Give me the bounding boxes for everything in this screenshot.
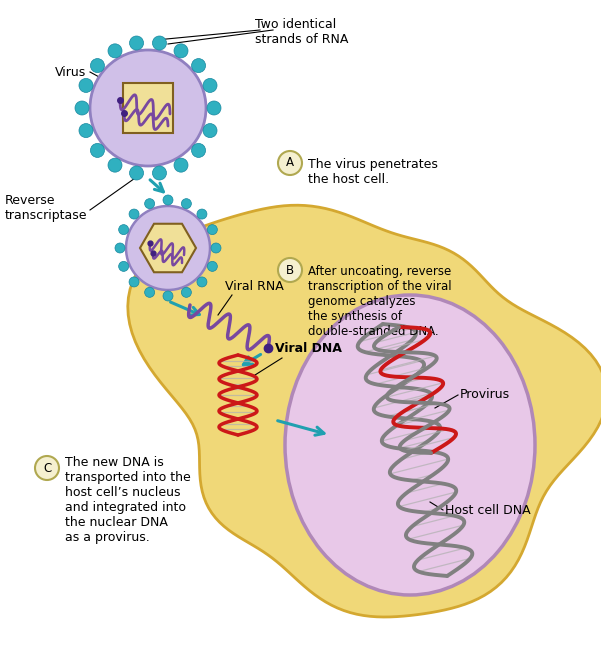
Circle shape xyxy=(174,158,188,172)
Circle shape xyxy=(130,36,144,50)
Circle shape xyxy=(163,291,173,301)
Circle shape xyxy=(129,209,139,219)
Circle shape xyxy=(90,144,105,157)
Circle shape xyxy=(182,199,191,209)
Circle shape xyxy=(145,287,154,297)
Circle shape xyxy=(182,287,191,297)
Circle shape xyxy=(108,158,122,172)
Text: Viral DNA: Viral DNA xyxy=(275,342,342,355)
Circle shape xyxy=(126,206,210,290)
Text: The new DNA is
transported into the
host cell’s nucleus
and integrated into
the : The new DNA is transported into the host… xyxy=(65,456,191,544)
Circle shape xyxy=(207,225,218,234)
Circle shape xyxy=(129,277,139,287)
Circle shape xyxy=(203,78,217,93)
Circle shape xyxy=(207,101,221,115)
Text: Host cell DNA: Host cell DNA xyxy=(445,503,531,517)
Text: Provirus: Provirus xyxy=(460,389,510,402)
Circle shape xyxy=(211,243,221,253)
Circle shape xyxy=(115,243,125,253)
Text: After uncoating, reverse
transcription of the viral
genome catalyzes
the synthes: After uncoating, reverse transcription o… xyxy=(308,265,451,338)
Ellipse shape xyxy=(285,295,535,595)
Circle shape xyxy=(278,151,302,175)
Circle shape xyxy=(145,199,154,209)
Circle shape xyxy=(75,101,89,115)
Circle shape xyxy=(163,195,173,205)
Circle shape xyxy=(197,277,207,287)
Text: The virus penetrates
the host cell.: The virus penetrates the host cell. xyxy=(308,158,438,186)
Circle shape xyxy=(192,144,206,157)
Circle shape xyxy=(130,166,144,180)
Circle shape xyxy=(35,456,59,480)
Circle shape xyxy=(153,166,166,180)
Circle shape xyxy=(108,44,122,58)
Text: C: C xyxy=(43,462,51,475)
Polygon shape xyxy=(123,82,174,133)
Circle shape xyxy=(90,59,105,72)
Polygon shape xyxy=(140,224,196,272)
Circle shape xyxy=(174,44,188,58)
Text: B: B xyxy=(286,264,294,276)
Circle shape xyxy=(90,50,206,166)
Text: A: A xyxy=(286,157,294,170)
Polygon shape xyxy=(128,205,601,617)
Circle shape xyxy=(153,36,166,50)
Text: Viral RNA: Viral RNA xyxy=(225,280,284,293)
Circle shape xyxy=(278,258,302,282)
Circle shape xyxy=(79,123,93,138)
Circle shape xyxy=(79,78,93,93)
Circle shape xyxy=(118,225,129,234)
Text: Virus: Virus xyxy=(55,65,87,78)
Circle shape xyxy=(207,261,218,272)
Circle shape xyxy=(197,209,207,219)
Circle shape xyxy=(192,59,206,72)
Circle shape xyxy=(203,123,217,138)
Text: Reverse
transcriptase: Reverse transcriptase xyxy=(5,194,88,222)
Text: Two identical
strands of RNA: Two identical strands of RNA xyxy=(255,18,349,46)
Circle shape xyxy=(118,261,129,272)
